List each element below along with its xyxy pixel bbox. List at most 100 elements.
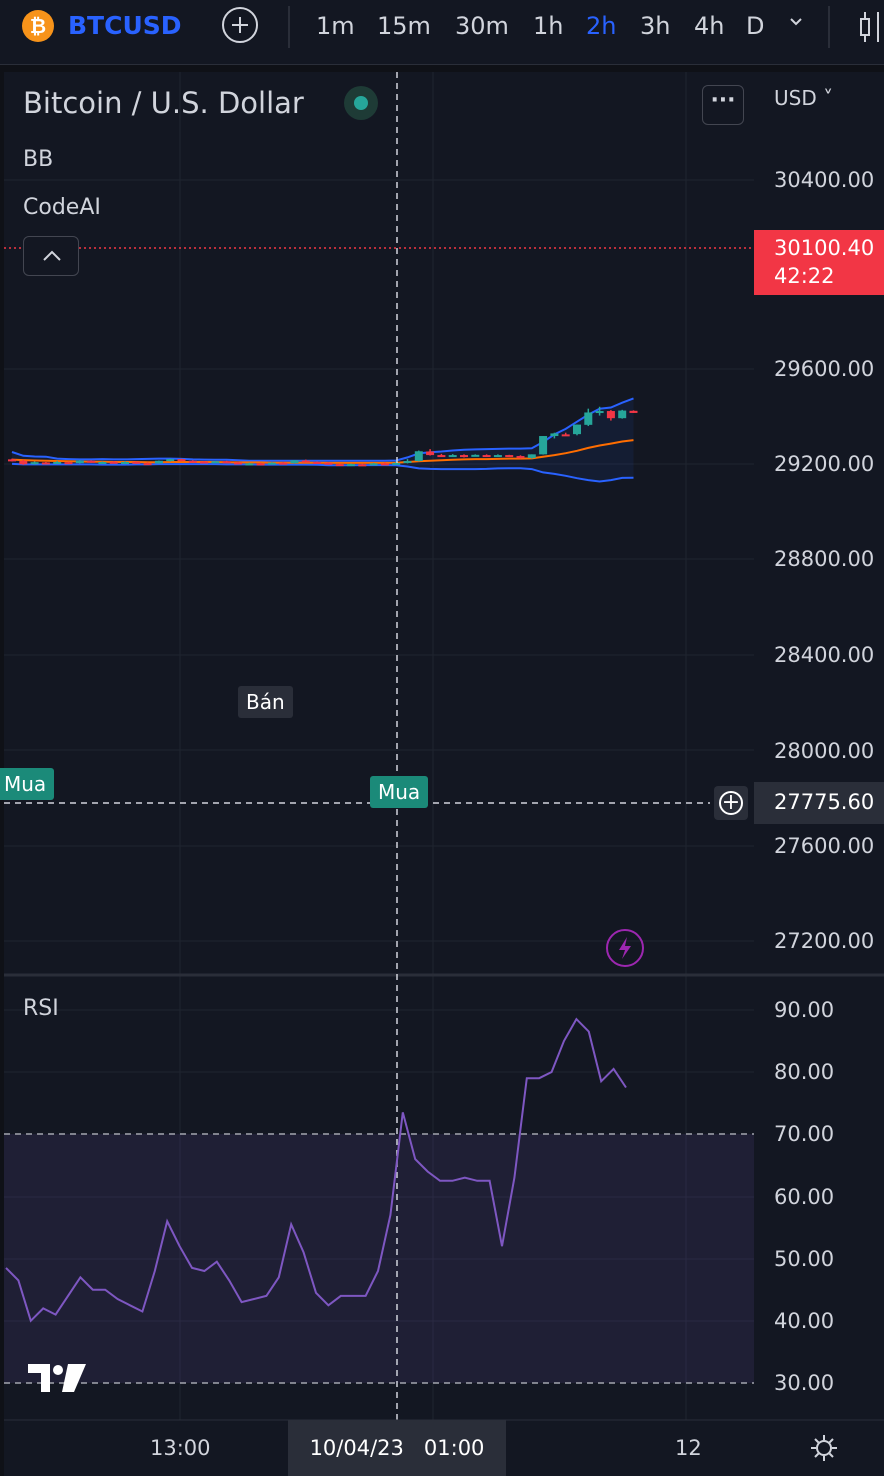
candle-body xyxy=(561,434,570,437)
candle-body xyxy=(154,460,163,464)
bollinger-lower-line xyxy=(11,462,634,483)
chart-area[interactable] xyxy=(4,72,884,1476)
bitcoin-coin-icon: ₿ xyxy=(22,10,54,42)
sell-signal-label[interactable]: Bán xyxy=(238,686,293,718)
candles-layer xyxy=(8,406,638,467)
more-options-button[interactable]: ··· xyxy=(702,85,744,125)
candle-body xyxy=(313,461,322,464)
settings-gear-icon[interactable] xyxy=(810,1434,838,1462)
price-axis-label: 28400.00 xyxy=(774,643,875,667)
bollinger-upper-line xyxy=(11,397,634,462)
tradingview-logo[interactable] xyxy=(28,1362,88,1394)
timeframe-chevron-down-icon[interactable] xyxy=(790,16,802,28)
chart-title: Bitcoin / U.S. Dollar xyxy=(23,86,304,120)
candle-body xyxy=(414,451,423,462)
candle-body xyxy=(87,460,96,463)
last-price-value: 30100.40 xyxy=(774,236,875,260)
timeframe-d-button[interactable]: D xyxy=(746,12,765,40)
bar-countdown: 42:22 xyxy=(774,264,835,288)
rsi-axis-label: 80.00 xyxy=(774,1060,835,1084)
price-axis-label: 29600.00 xyxy=(774,357,875,381)
candle-body xyxy=(516,456,525,459)
symbol-search-button[interactable]: BTCUSD xyxy=(68,11,182,40)
candle-body xyxy=(188,460,197,463)
candle-body xyxy=(30,462,39,465)
buy-signal-label[interactable]: Mua xyxy=(0,768,55,800)
timeframe-1h-button[interactable]: 1h xyxy=(533,12,564,40)
time-axis-label: 13:00 xyxy=(150,1436,211,1460)
candle-body xyxy=(369,463,378,466)
indicator-codeai-label[interactable]: CodeAI xyxy=(23,195,101,220)
rsi-axis-label: 60.00 xyxy=(774,1185,835,1209)
chart-grid xyxy=(4,72,754,1420)
timeframe-30m-button[interactable]: 30m xyxy=(455,12,509,40)
last-price-badge: 30100.40 42:22 xyxy=(754,230,884,295)
candle-body xyxy=(211,461,220,464)
price-axis-label: 30400.00 xyxy=(774,168,875,192)
market-open-status-icon[interactable] xyxy=(344,86,378,120)
candle-body xyxy=(234,462,242,465)
indicator-rsi-label[interactable]: RSI xyxy=(23,996,59,1021)
timeframe-1m-button[interactable]: 1m xyxy=(316,12,355,40)
compare-add-icon[interactable] xyxy=(222,7,258,43)
candle-body xyxy=(19,460,28,465)
currency-label: USD xyxy=(774,86,817,110)
candle-body xyxy=(200,461,209,464)
candle-body xyxy=(539,436,548,455)
candle-body xyxy=(437,455,446,458)
candle-body xyxy=(267,462,276,465)
candle-body xyxy=(403,461,412,464)
chart-type-candles-icon[interactable] xyxy=(858,10,884,44)
candle-body xyxy=(41,462,50,465)
candle-body xyxy=(527,454,536,458)
candle-body xyxy=(98,461,107,464)
candle-body xyxy=(245,463,254,466)
candle-body xyxy=(550,433,559,437)
rsi-axis-label: 70.00 xyxy=(774,1122,835,1146)
buy-signal-label[interactable]: Mua xyxy=(370,776,429,808)
price-axis-label: 28800.00 xyxy=(774,547,875,571)
candle-body xyxy=(75,460,84,464)
candle-body xyxy=(143,463,152,466)
candle-body xyxy=(606,411,615,419)
candle-body xyxy=(426,451,435,456)
candle-body xyxy=(584,412,593,425)
rsi-band-background xyxy=(4,1134,754,1383)
candle-body xyxy=(505,455,514,458)
collapse-legend-button[interactable] xyxy=(23,236,79,276)
price-axis-label: 28000.00 xyxy=(774,739,875,763)
timeframe-3h-button[interactable]: 3h xyxy=(640,12,671,40)
candle-body xyxy=(380,463,389,466)
candle-body xyxy=(132,461,141,464)
lightning-icon[interactable] xyxy=(606,929,644,967)
price-axis-label: 27600.00 xyxy=(774,834,875,858)
candle-body xyxy=(392,462,401,465)
toolbar-divider xyxy=(828,6,830,48)
candle-body xyxy=(335,464,344,467)
candle-body xyxy=(256,463,265,466)
candle-body xyxy=(448,455,457,458)
candle-body xyxy=(53,461,62,464)
timeframe-15m-button[interactable]: 15m xyxy=(377,12,431,40)
price-axis-label: 27200.00 xyxy=(774,929,875,953)
crosshair-price-badge: 27775.60 xyxy=(754,782,884,824)
chevron-up-icon xyxy=(43,250,61,261)
top-toolbar: ₿ BTCUSD 1m 15m 30m 1h 2h 3h 4h D xyxy=(0,0,884,65)
timeframe-4h-button[interactable]: 4h xyxy=(694,12,725,40)
currency-selector[interactable]: USD ˅ xyxy=(774,86,834,110)
candle-body xyxy=(290,460,299,464)
candle-body xyxy=(177,459,186,462)
add-alert-plus-icon[interactable] xyxy=(714,786,748,820)
rsi-axis-label: 40.00 xyxy=(774,1309,835,1333)
crosshair-price-value: 27775.60 xyxy=(774,790,875,814)
candle-body xyxy=(347,464,355,467)
indicator-bb-label[interactable]: BB xyxy=(23,147,54,172)
candle-body xyxy=(8,459,16,462)
rsi-axis-label: 90.00 xyxy=(774,998,835,1022)
candle-body xyxy=(482,455,491,458)
candle-body xyxy=(324,462,333,465)
candle-body xyxy=(493,455,502,458)
timeframe-2h-button[interactable]: 2h xyxy=(586,12,617,40)
candle-body xyxy=(109,461,118,464)
